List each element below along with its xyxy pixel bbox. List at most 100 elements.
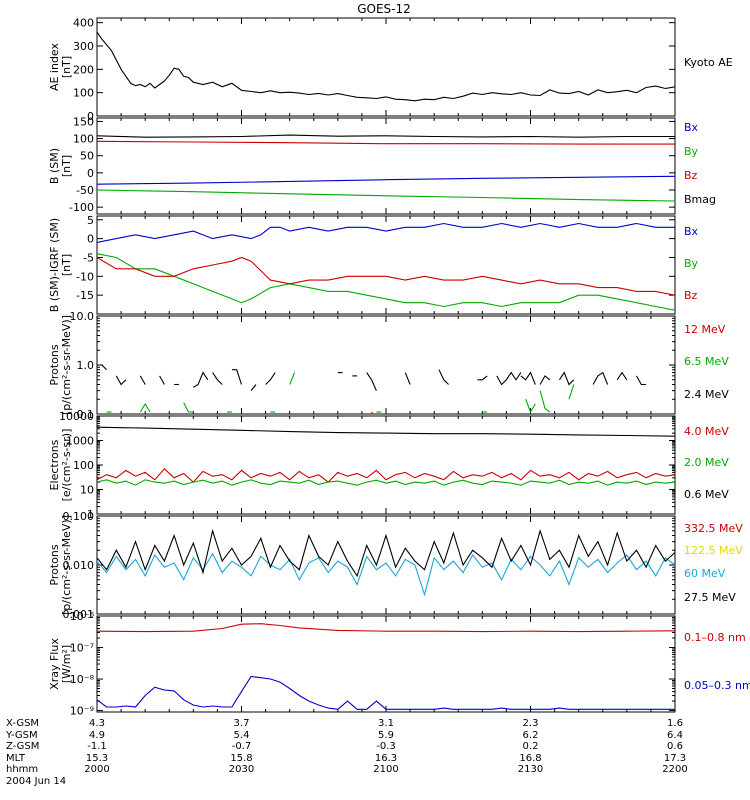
y-tick-label: 10.0 bbox=[70, 310, 95, 323]
legend-entry: By bbox=[684, 257, 699, 270]
panel-protons-high: 0.001 0.010 0.100 Protons [p/(cm²-s-sr-MeV)]… bbox=[48, 510, 743, 621]
series-line-2-4-mev bbox=[404, 372, 411, 385]
y-tick-label: 1.0 bbox=[77, 359, 95, 372]
ephemeris-row-label: Y-GSM bbox=[6, 729, 38, 741]
series-line-27-5-mev bbox=[97, 528, 675, 578]
ephemeris-value: 1.6 bbox=[667, 718, 683, 729]
y-tick-label: 0 bbox=[87, 233, 94, 246]
ephemeris-value: 4.9 bbox=[89, 729, 105, 741]
series-line-6-5-mev bbox=[525, 399, 536, 414]
ephemeris-value: 4.3 bbox=[89, 718, 105, 729]
series-line-2-4-mev bbox=[558, 371, 575, 386]
series-line-6-5-mev bbox=[139, 402, 151, 413]
legend-entry: Bz bbox=[684, 169, 698, 182]
y-tick-label: 10 bbox=[80, 484, 94, 497]
ephemeris-value: 3.1 bbox=[378, 718, 394, 729]
y-tick-label: 200 bbox=[73, 63, 94, 76]
panel-electrons: 1 10 100 1000 10000 Electrons [e/(cm²-s-sr)] 4.… bbox=[48, 410, 729, 521]
legend-entry: Kyoto AE bbox=[684, 56, 733, 69]
y-tick-label: -10 bbox=[76, 270, 94, 283]
y-axis-label: AE index bbox=[48, 42, 61, 91]
series-line-bx bbox=[97, 175, 675, 185]
y-tick-label: 50 bbox=[80, 150, 94, 163]
ephemeris-value: 6.4 bbox=[667, 729, 683, 741]
y-axis-label: B (SM) bbox=[48, 148, 61, 184]
series-line-2-4-mev bbox=[212, 372, 223, 385]
y-tick-label: 5 bbox=[87, 214, 94, 227]
legend-entry: 0.05–0.3 nm bbox=[684, 679, 750, 692]
series-line-0-1-0-8-nm bbox=[97, 623, 675, 633]
ephemeris-value: 2030 bbox=[228, 764, 255, 775]
y-axis-label: Protons bbox=[48, 544, 61, 585]
series-line-kyoto-ae bbox=[97, 31, 675, 102]
series-group bbox=[101, 364, 647, 414]
legend-entry: Bz bbox=[684, 289, 698, 302]
ephemeris-value: 5.9 bbox=[378, 729, 394, 741]
series-line-2-4-mev bbox=[616, 371, 628, 381]
series-line-0-05-0-3-nm bbox=[97, 675, 675, 710]
y-axis-label: [nT] bbox=[60, 254, 73, 276]
date-label: 2004 Jun 14 bbox=[6, 776, 67, 787]
series-line-2-4-mev bbox=[592, 371, 609, 385]
y-axis-label: [nT] bbox=[60, 56, 73, 78]
series-line-bz bbox=[97, 256, 675, 296]
legend-entry: 27.5 MeV bbox=[684, 591, 736, 604]
y-tick-label: 1000 bbox=[66, 435, 94, 448]
series-line-2-4-mev bbox=[539, 375, 551, 385]
series-line-2-4-mev bbox=[231, 369, 243, 385]
series-line-2-4-mev bbox=[193, 371, 209, 388]
legend-entry: 12 MeV bbox=[684, 323, 726, 336]
legend-entry: 2.0 MeV bbox=[684, 456, 729, 469]
y-tick-label: 0.1 bbox=[77, 408, 95, 421]
ephemeris-value: 15.8 bbox=[230, 752, 253, 764]
panel-ae-index: 0 100 200 300 400 AE index [nT] Kyoto AE bbox=[48, 17, 733, 123]
series-line-2-4-mev bbox=[159, 375, 165, 385]
legend-entry: 0.1–0.8 nm bbox=[684, 631, 746, 644]
panel-frame bbox=[96, 315, 676, 415]
series-line-2-4-mev bbox=[101, 364, 107, 371]
y-tick-label: 10⁻⁶ bbox=[70, 610, 95, 623]
y-tick-label: 100 bbox=[73, 459, 94, 472]
series-line-4-0-mev bbox=[97, 468, 675, 483]
series-line-2-4-mev bbox=[139, 375, 146, 385]
series-line-60-mev bbox=[97, 552, 675, 597]
series-line-2-4-mev bbox=[520, 371, 536, 385]
legend-entry: 60 MeV bbox=[684, 567, 726, 580]
y-tick-label: 0 bbox=[87, 110, 94, 123]
series-line-2-4-mev bbox=[496, 371, 522, 386]
panel-b-sm: -100 -50 0 50 100 150 B (SM) [nT] Bx By Bz Bmag bbox=[48, 115, 716, 215]
y-tick-label: -100 bbox=[69, 201, 94, 214]
ephemeris-value: 6.2 bbox=[522, 729, 539, 741]
y-tick-label: -15 bbox=[76, 289, 94, 302]
legend-entry: 0.6 MeV bbox=[684, 488, 729, 501]
y-axis-label: [p/(cm²-s-sr-MeV)] bbox=[60, 315, 73, 415]
series-line-6-5-mev bbox=[289, 372, 296, 385]
series-line-by bbox=[97, 253, 675, 311]
series-line-2-4-mev bbox=[250, 384, 257, 391]
ephemeris-value: 2130 bbox=[517, 764, 544, 775]
ephemeris-value: 17.3 bbox=[663, 752, 687, 764]
ephemeris-value: 2200 bbox=[662, 764, 688, 775]
series-line-6-5-mev bbox=[568, 384, 575, 400]
y-tick-label: 400 bbox=[73, 17, 94, 30]
ephemeris-row-label: hhmm bbox=[6, 764, 39, 775]
plot-title: GOES-12 bbox=[357, 2, 411, 16]
panel-b-sm-igrf: -15 -10 -5 0 5 B (SM)-IGRF (SM) [nT] Bx By Bz bbox=[48, 214, 699, 315]
series-line-bz bbox=[97, 140, 675, 145]
series-line-bx bbox=[97, 222, 675, 243]
y-axis-label: [W/m²] bbox=[60, 645, 73, 683]
series-line-6-5-mev bbox=[183, 402, 194, 413]
series-line-bmag bbox=[97, 134, 675, 138]
y-axis-label: [e/(cm²-s-sr)] bbox=[60, 429, 73, 502]
y-axis-label: Protons bbox=[48, 344, 61, 385]
series-group bbox=[97, 528, 675, 597]
series-line-2-4-mev bbox=[265, 372, 276, 385]
y-axis-label: Electrons bbox=[48, 439, 61, 490]
y-tick-label: 0 bbox=[87, 167, 94, 180]
legend-entry: By bbox=[684, 145, 699, 158]
y-tick-label: -5 bbox=[83, 251, 94, 264]
y-tick-label: 0.001 bbox=[63, 608, 95, 621]
legend-entry: 6.5 MeV bbox=[684, 355, 729, 368]
series-line-2-4-mev bbox=[438, 369, 449, 385]
